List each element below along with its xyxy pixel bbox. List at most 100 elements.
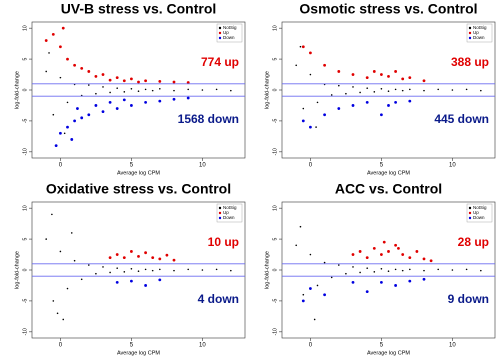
legend-label: Down — [473, 35, 485, 40]
legend-marker — [468, 206, 472, 210]
plot-frame — [281, 201, 496, 339]
data-point — [429, 259, 433, 263]
data-point — [423, 89, 425, 92]
y-tick-label: -10 — [272, 328, 278, 335]
data-point — [365, 76, 369, 80]
x-tick-label: 5 — [380, 163, 384, 169]
data-point — [345, 272, 347, 275]
data-point — [80, 116, 84, 120]
data-point — [299, 45, 302, 48]
data-point — [151, 269, 154, 272]
data-point — [301, 119, 305, 123]
data-point — [102, 86, 104, 88]
data-point — [59, 250, 62, 253]
data-point — [338, 84, 340, 87]
data-point — [337, 70, 341, 73]
data-point — [380, 73, 383, 76]
data-point — [365, 290, 369, 294]
data-point — [230, 269, 232, 272]
data-point — [130, 279, 133, 283]
data-point — [116, 267, 118, 269]
data-point — [44, 39, 48, 42]
data-point — [366, 87, 369, 89]
data-point — [186, 81, 190, 84]
data-point — [109, 91, 111, 94]
data-point — [87, 70, 91, 73]
data-point — [80, 66, 84, 70]
y-tick-label: 0 — [272, 268, 278, 271]
data-point — [59, 45, 62, 49]
data-point — [301, 299, 305, 303]
count-annotation: 445 down — [434, 112, 489, 126]
data-point — [323, 63, 326, 67]
legend-marker — [468, 211, 472, 215]
data-point — [52, 113, 55, 116]
data-point — [401, 89, 404, 92]
data-point — [137, 270, 140, 273]
data-point — [394, 268, 397, 271]
legend-label: Down — [223, 35, 235, 40]
data-point — [313, 318, 316, 321]
data-point — [351, 73, 355, 76]
legend-label: Up — [473, 30, 479, 35]
y-tick-label: 5 — [272, 57, 278, 60]
data-point — [372, 246, 376, 250]
data-point — [295, 64, 298, 67]
count-annotation: 4 down — [198, 292, 239, 306]
y-tick-label: 0 — [22, 88, 28, 91]
data-point — [365, 100, 369, 104]
data-point — [422, 257, 426, 261]
legend-marker — [468, 216, 472, 220]
data-point — [330, 276, 333, 279]
data-point — [352, 86, 354, 88]
data-point — [73, 119, 76, 123]
data-point — [372, 70, 376, 73]
data-point — [201, 89, 204, 91]
data-point — [358, 250, 362, 253]
data-point — [88, 84, 90, 86]
x-tick-label: 0 — [309, 343, 313, 349]
data-point — [51, 213, 53, 216]
plot-frame — [31, 21, 246, 159]
x-tick-label: 10 — [199, 163, 206, 169]
y-tick-label: 10 — [22, 25, 28, 31]
data-point — [351, 104, 355, 107]
data-point — [422, 277, 426, 281]
data-point — [352, 266, 354, 268]
data-point — [66, 125, 69, 129]
x-tick-label: 0 — [59, 163, 63, 169]
data-point — [451, 269, 454, 271]
x-axis-label: Average log CPM — [367, 350, 410, 356]
data-point — [108, 100, 112, 104]
data-point — [137, 80, 140, 84]
data-point — [323, 261, 326, 264]
data-point — [380, 253, 383, 256]
data-point — [373, 91, 376, 93]
x-axis-label: Average log CPM — [117, 170, 160, 176]
legend-marker — [218, 36, 222, 40]
data-point — [130, 104, 133, 107]
data-point — [215, 88, 218, 91]
y-tick-label: -10 — [22, 148, 28, 155]
legend-box — [466, 23, 493, 43]
chart-title: ACC vs. Control — [335, 181, 442, 197]
data-point — [76, 107, 79, 110]
y-tick-label: -5 — [22, 298, 28, 303]
data-point — [172, 97, 176, 101]
y-tick-label: -5 — [272, 298, 278, 303]
data-point — [165, 253, 169, 257]
x-tick-label: 5 — [380, 343, 384, 349]
legend-box — [216, 23, 243, 43]
data-point — [159, 87, 161, 90]
data-point — [401, 269, 404, 272]
data-point — [480, 269, 482, 272]
data-point — [158, 257, 162, 261]
x-tick-label: 10 — [449, 343, 456, 349]
data-point — [409, 88, 411, 91]
data-point — [465, 88, 468, 91]
legend-marker — [218, 31, 222, 35]
x-tick-label: 0 — [309, 163, 313, 169]
data-point — [415, 250, 419, 253]
